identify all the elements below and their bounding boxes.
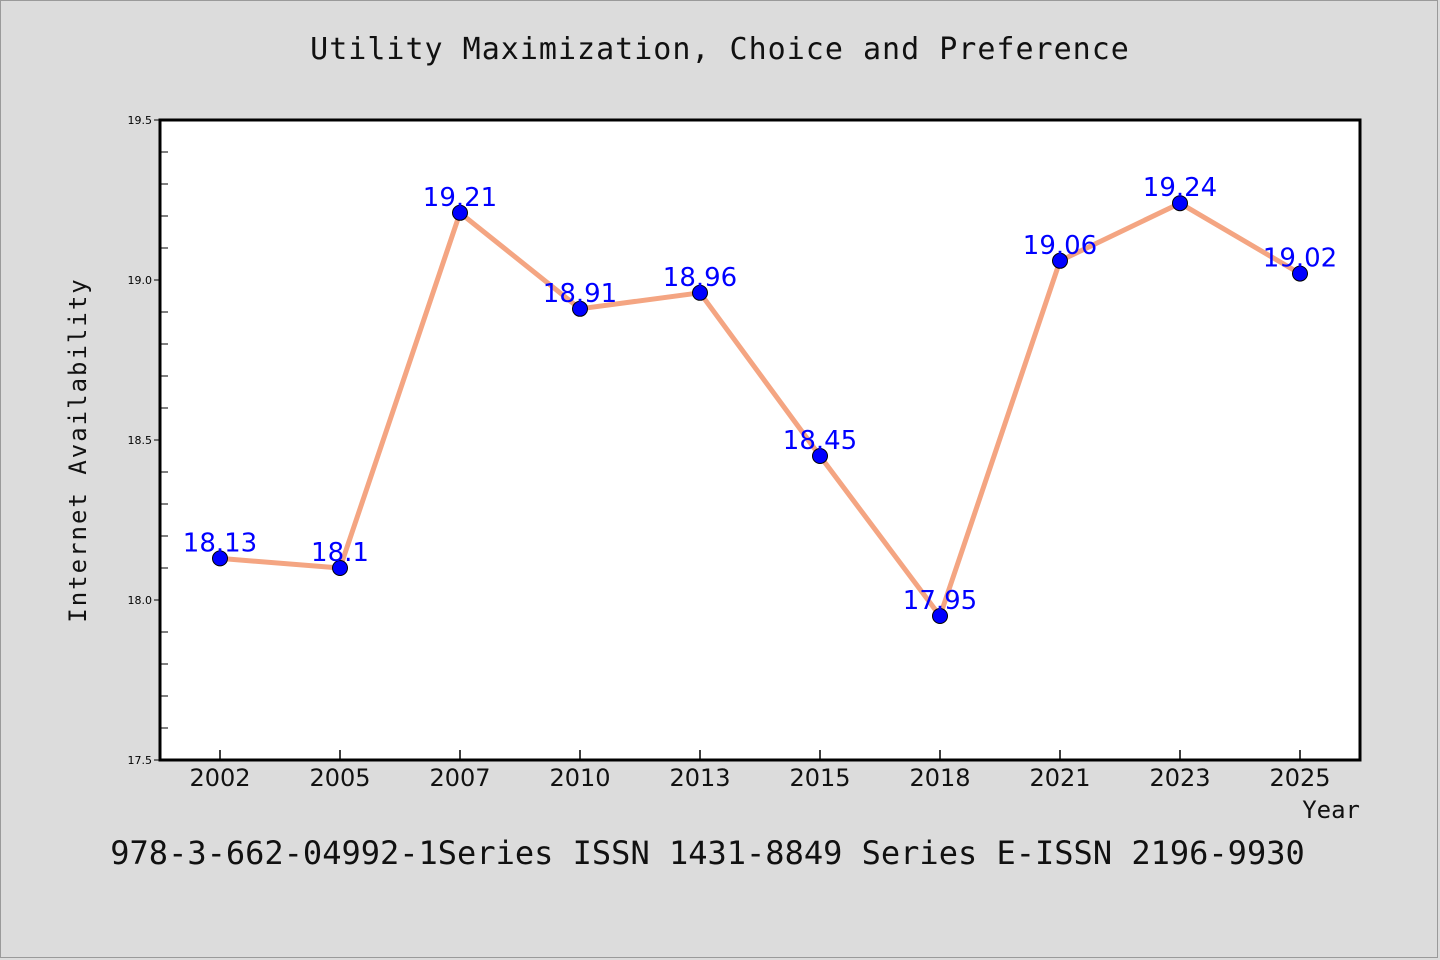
data-label: 19.24 [1143,173,1217,203]
data-label: 18.1 [311,538,369,568]
data-label: 18.13 [183,528,257,558]
data-point [1172,195,1188,212]
plot-area [158,118,1362,762]
x-tick-label: 2010 [549,764,610,792]
y-tick-label: 17.5 [128,754,153,767]
data-label: 18.45 [783,426,857,456]
data-label: 19.21 [423,183,497,213]
data-point [932,608,948,624]
y-tick-label: 19.0 [128,274,153,287]
data-point [332,560,348,576]
data-point [812,448,828,464]
data-point [1052,252,1068,269]
series-line [217,200,1303,619]
data-label: 18.96 [663,263,737,293]
data-point [212,550,228,567]
x-tick-label: 2005 [309,764,370,792]
data-point [572,300,588,317]
data-label: 18.91 [543,279,617,309]
x-tick-label: 2023 [1149,764,1210,792]
x-tick-label: 2013 [669,764,730,792]
data-label: 19.02 [1263,244,1337,274]
data-label: 19.06 [1023,231,1097,261]
chart-title: Utility Maximization, Choice and Prefere… [310,32,1130,67]
data-point [692,284,708,301]
x-tick-label: 2007 [429,764,490,792]
x-tick-label: 2018 [909,764,970,792]
footer-isbn-issn-text: 978-3-662-04992-1Series ISSN 1431-8849 S… [110,834,1305,872]
y-tick-label: 18.5 [128,434,153,447]
data-point [1292,265,1308,282]
x-tick-label: 2002 [189,764,250,792]
y-tick-label: 18.0 [128,594,153,607]
x-axis-label: Year [1302,796,1360,824]
x-tick-label: 2025 [1269,764,1330,792]
data-label: 17.95 [903,586,977,616]
data-point [452,204,468,221]
x-tick-label: 2015 [789,764,850,792]
y-tick-label: 19.5 [128,114,153,127]
x-tick-label: 2021 [1029,764,1090,792]
